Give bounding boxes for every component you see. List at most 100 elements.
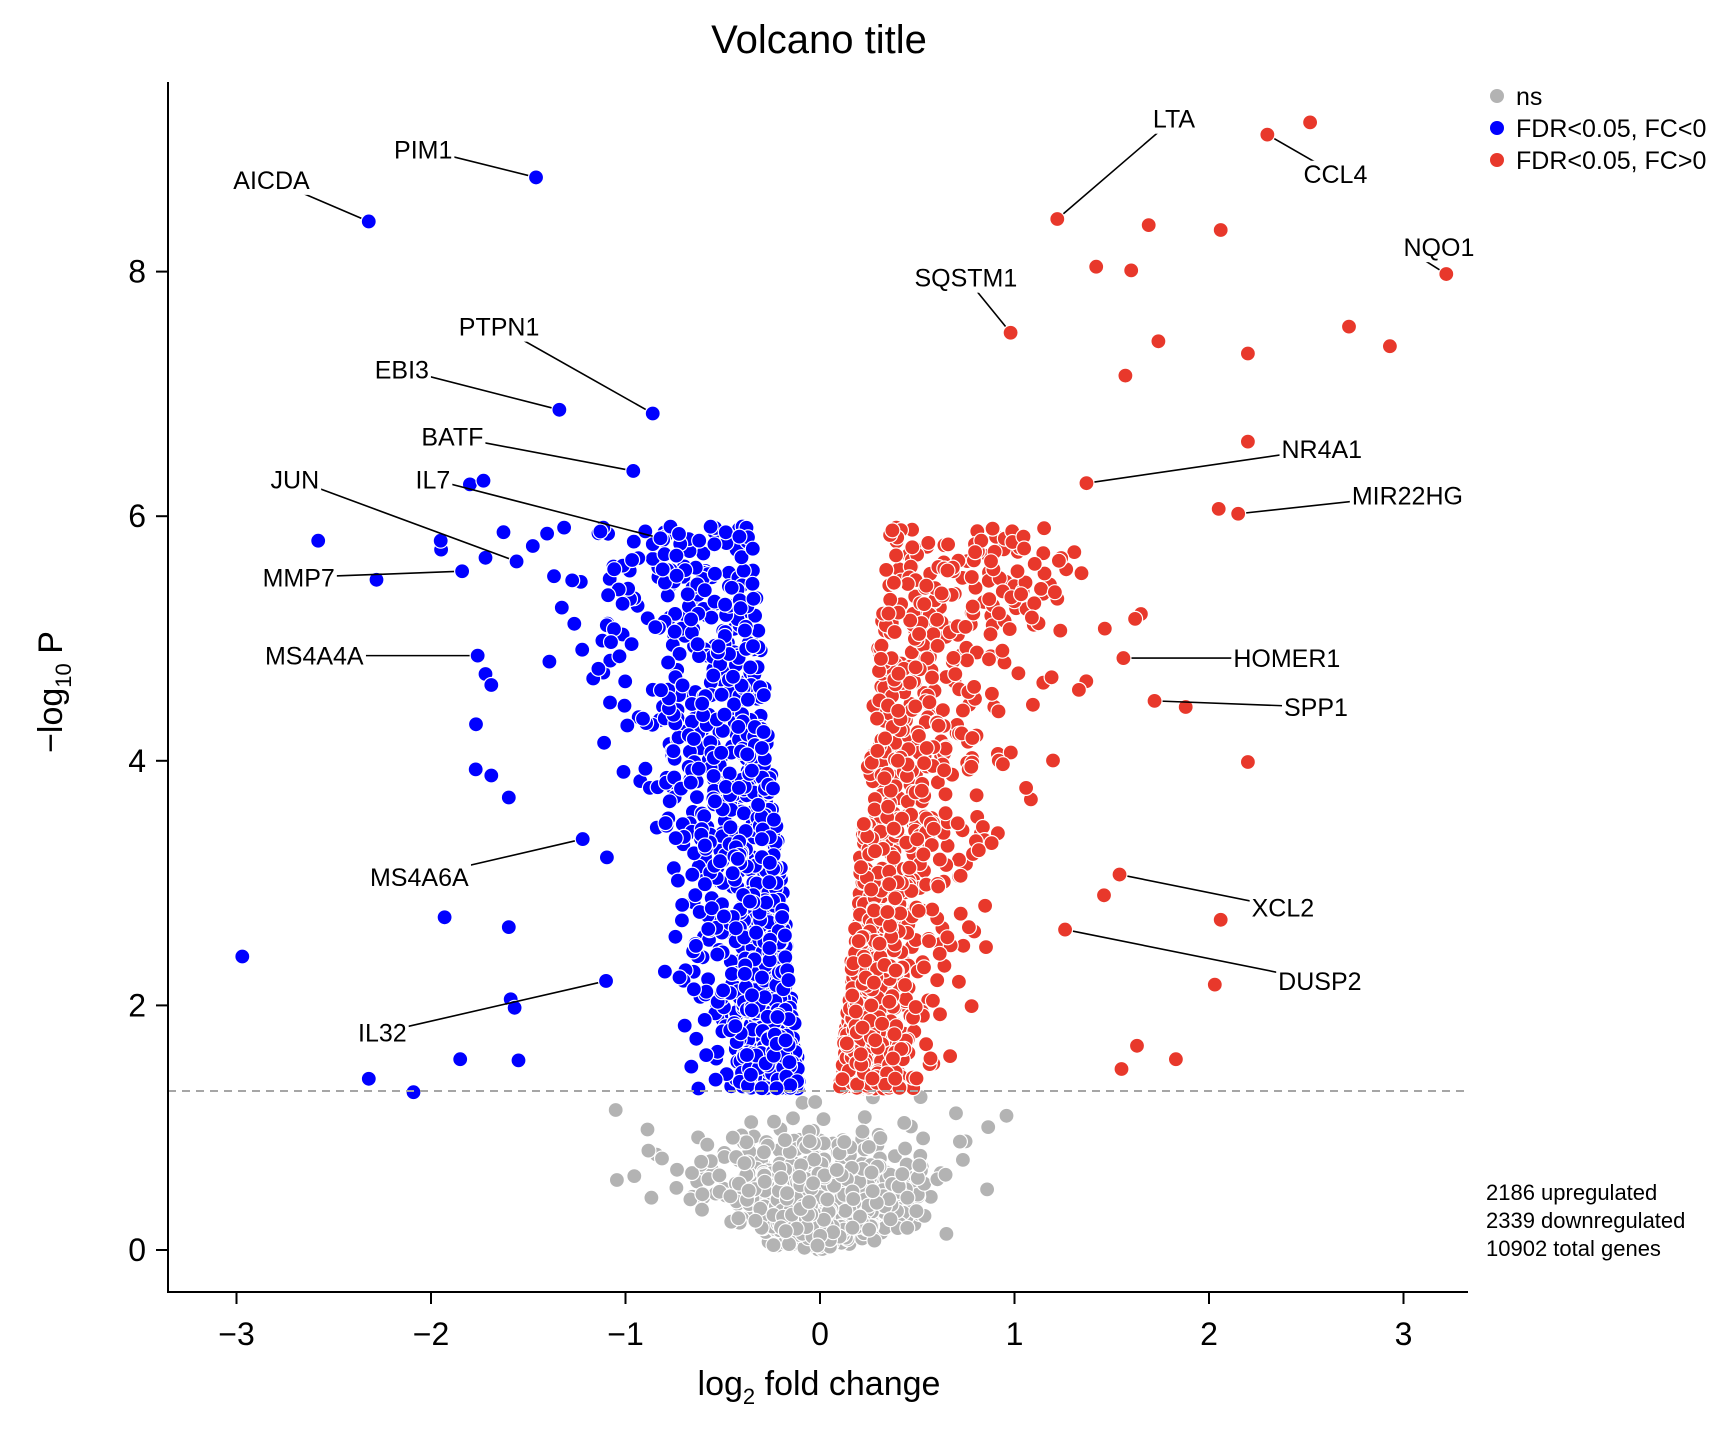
gene-label-lta: LTA [1153, 106, 1195, 134]
ns-point [653, 1150, 671, 1167]
down-outlier-point [483, 767, 500, 784]
down-point [729, 850, 746, 868]
down-point [753, 831, 771, 848]
down-point [617, 673, 634, 690]
ns-point [730, 1210, 747, 1227]
down-point [735, 562, 752, 579]
ns-point [740, 1182, 757, 1199]
up-point [931, 945, 948, 962]
down-point [541, 653, 558, 670]
up-outlier-point [1123, 262, 1140, 279]
gene-label-il32: IL32 [358, 1019, 407, 1047]
stat-downregulated: 2339 downregulated [1486, 1208, 1685, 1233]
gene-label-homer1: HOMER1 [1233, 645, 1340, 673]
up-point [1023, 609, 1041, 626]
up-point [937, 805, 954, 822]
up-point [873, 1015, 891, 1032]
up-point [881, 917, 899, 934]
ns-point [693, 1201, 711, 1218]
ns-point [608, 1171, 626, 1189]
down-point [606, 561, 623, 578]
up-outlier-point [1212, 911, 1229, 928]
down-point [727, 1017, 744, 1035]
up-point [983, 685, 1001, 702]
up-point [886, 1026, 903, 1043]
up-point [872, 650, 890, 668]
up-point [1012, 586, 1030, 603]
down-point [700, 920, 717, 938]
gene-point-ms4a6a [574, 830, 591, 848]
stat-total-genes: 10902 total genes [1486, 1236, 1661, 1261]
legend-marker-up [1490, 153, 1504, 167]
down-point [467, 716, 485, 733]
ns-point [736, 1154, 753, 1172]
down-point [761, 939, 778, 957]
up-point [1035, 520, 1053, 537]
gene-point-xcl2 [1111, 866, 1128, 883]
gene-point-sqstm1 [1002, 324, 1019, 341]
y-tick-label: 0 [128, 1232, 146, 1268]
down-point [696, 837, 714, 854]
down-point [682, 611, 700, 628]
ns-point [692, 1153, 710, 1170]
up-point [887, 1070, 904, 1087]
down-point [776, 927, 794, 944]
up-point [954, 702, 972, 719]
down-point [668, 547, 685, 564]
ns-point [694, 1186, 711, 1203]
gene-point-ccl4 [1259, 126, 1276, 143]
ns-point [896, 1140, 914, 1157]
up-point [856, 952, 874, 969]
ns-point [860, 1138, 877, 1156]
up-point [949, 815, 966, 832]
up-point [904, 539, 921, 556]
down-point [665, 742, 682, 760]
down-outlier-point [510, 1052, 527, 1069]
down-point [696, 876, 714, 893]
gene-point-nr4a1 [1078, 475, 1095, 492]
gene-point-ptpn1 [644, 405, 661, 422]
down-point [765, 811, 783, 828]
ns-point [755, 1144, 773, 1161]
legend-item-down: FDR<0.05, FC<0 [1490, 115, 1706, 143]
ns-points [607, 1088, 1015, 1258]
up-point [880, 605, 897, 622]
up-outlier-point [1113, 1060, 1130, 1078]
down-point [687, 937, 705, 955]
down-point [674, 896, 691, 914]
up-points [831, 114, 1399, 1097]
up-point [982, 553, 1000, 570]
x-tick-label: −2 [413, 1316, 449, 1352]
up-point [1050, 552, 1068, 569]
down-outlier-point [500, 789, 517, 806]
up-point [968, 787, 985, 804]
up-point [918, 577, 935, 594]
gene-point-nqo1 [1438, 265, 1455, 283]
ns-point [643, 1189, 660, 1206]
ns-point [937, 1166, 954, 1183]
down-point [749, 796, 767, 814]
down-point [659, 654, 677, 671]
down-point [614, 595, 631, 612]
down-point [611, 648, 628, 665]
down-point [755, 723, 772, 741]
up-point [941, 1047, 959, 1065]
up-point [994, 642, 1011, 659]
ns-point [882, 1211, 899, 1228]
down-point [555, 519, 573, 536]
up-point [920, 932, 938, 950]
up-point [886, 890, 904, 907]
leader-line-il32 [382, 980, 607, 1034]
ns-point [724, 1129, 741, 1146]
gene-point-jun [508, 553, 525, 570]
ns-point [951, 1133, 969, 1150]
svg-text:−log10 P: −log10 P [32, 631, 76, 753]
up-point [921, 694, 938, 711]
up-outlier-point [1126, 610, 1144, 628]
down-point [764, 780, 782, 797]
ns-point [998, 1107, 1015, 1124]
ns-point [607, 1101, 624, 1119]
down-point [706, 565, 724, 582]
down-point [553, 599, 570, 616]
y-axis-title: −log10 P [32, 631, 76, 753]
